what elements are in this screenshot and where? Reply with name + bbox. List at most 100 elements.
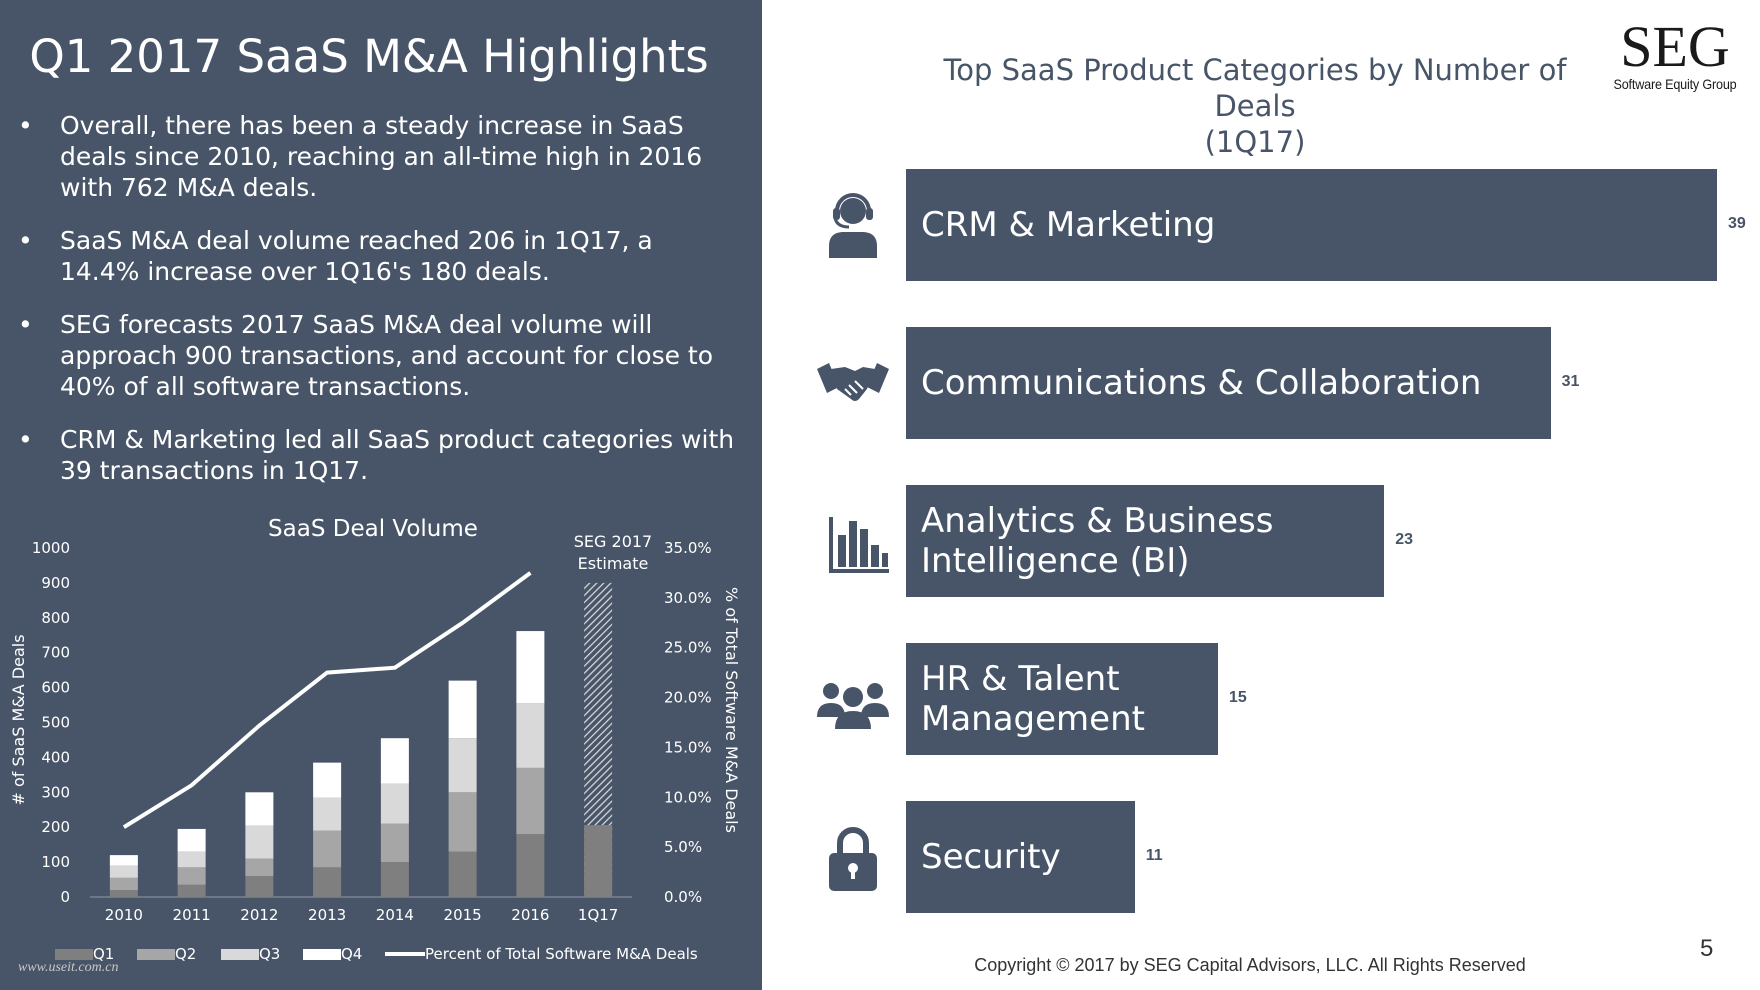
- bar-segment-q2: [313, 830, 342, 868]
- category-bar: Analytics & Business Intelligence (BI): [906, 485, 1385, 597]
- legend-swatch: [137, 949, 175, 960]
- bar-segment-q3: [516, 703, 545, 768]
- bullet-dot: •: [18, 111, 33, 140]
- category-label-line: Analytics & Business: [921, 501, 1274, 541]
- category-row-crm-marketing: CRM & Marketing 39: [0, 169, 1760, 281]
- y-tick-label: 400: [41, 748, 70, 766]
- category-row-hr-talent: HR & Talent Management 15: [0, 643, 1760, 755]
- people-group-icon: [817, 683, 889, 729]
- bullet-dot: •: [18, 310, 33, 339]
- highlight-bullet: • SEG forecasts 2017 SaaS M&A deal volume…: [18, 309, 738, 402]
- estimate-label-line2: Estimate: [578, 554, 649, 573]
- bar-segment-q1: [380, 862, 409, 897]
- watermark: www.useit.com.cn: [18, 960, 119, 975]
- y2-tick-label: 5.0%: [664, 838, 702, 856]
- y-tick-label: 200: [41, 818, 70, 836]
- highlights-list: • Overall, there has been a steady increa…: [18, 110, 738, 508]
- y-axis-title: # of SaaS M&A Deals: [9, 634, 28, 805]
- y2-tick-label: 15.0%: [664, 738, 712, 756]
- x-tick-label: 2012: [240, 906, 278, 924]
- bar-chart-icon: [829, 517, 889, 573]
- y-tick-label: 300: [41, 783, 70, 801]
- bar-segment-q1: [516, 834, 545, 897]
- x-tick-label: 2013: [308, 906, 346, 924]
- category-bar: HR & Talent Management: [906, 643, 1218, 755]
- bar-segment-q3: [109, 865, 138, 878]
- bar-segment-q1: [177, 884, 206, 897]
- bar-segment-q4: [245, 792, 274, 826]
- bar-segment-q4: [109, 855, 138, 866]
- y2-tick-label: 0.0%: [664, 888, 702, 906]
- bar-segment-q2: [448, 792, 477, 852]
- y2-tick-label: 25.0%: [664, 639, 712, 657]
- category-value: 39: [1728, 215, 1746, 232]
- bar-segment-q3: [448, 738, 477, 793]
- x-tick-label: 2016: [511, 906, 549, 924]
- categories-title-line1: Top SaaS Product Categories by Number of…: [943, 53, 1567, 123]
- copyright-notice: Copyright © 2017 by SEG Capital Advisors…: [974, 955, 1526, 975]
- legend-swatch: [303, 949, 341, 960]
- x-tick-label: 2014: [376, 906, 414, 924]
- y-tick-label: 100: [41, 853, 70, 871]
- category-bar: CRM & Marketing: [906, 169, 1717, 281]
- category-label-line: Intelligence (BI): [921, 541, 1190, 581]
- bar-segment-q3: [245, 825, 274, 859]
- chart-title: SaaS Deal Volume: [268, 516, 478, 542]
- y2-tick-label: 35.0%: [664, 539, 712, 557]
- page-number: 5: [1700, 935, 1714, 962]
- bar-segment-q4: [516, 631, 545, 704]
- padlock-icon: [829, 827, 877, 891]
- category-row-analytics-bi: Analytics & Business Intelligence (BI) 2…: [0, 485, 1760, 597]
- category-value: 31: [1561, 373, 1580, 390]
- highlight-text: CRM & Marketing led all SaaS product cat…: [60, 425, 735, 485]
- category-label-line: Security: [921, 837, 1061, 877]
- bar-segment-q4: [380, 738, 409, 784]
- legend-label: Q4: [341, 945, 362, 963]
- bullet-dot: •: [18, 226, 33, 255]
- highlight-text: Overall, there has been a steady increas…: [60, 111, 703, 202]
- y-tick-label: 1000: [32, 539, 70, 557]
- bar-segment-q1: [245, 876, 274, 897]
- legend-swatch: [55, 949, 93, 960]
- bar-segment-q1: [313, 867, 342, 897]
- legend-label: Q3: [259, 945, 280, 963]
- y2-axis-title: % of Total Software M&A Deals: [722, 587, 741, 833]
- left-panel: Q1 2017 SaaS M&A Highlights • Overall, th…: [0, 0, 762, 990]
- category-row-communications: Communications & Collaboration 31: [0, 327, 1760, 439]
- highlight-text: SaaS M&A deal volume reached 206 in 1Q17…: [60, 226, 653, 286]
- highlight-bullet: • SaaS M&A deal volume reached 206 in 1Q1…: [18, 225, 738, 287]
- bar-segment-q4: [313, 762, 342, 798]
- bar-segment-q1: [584, 825, 613, 897]
- bar-segment-q3: [380, 783, 409, 824]
- bar-segment-q1: [109, 890, 138, 897]
- handshake-icon: [817, 363, 889, 401]
- percent-line: [122, 571, 532, 829]
- bar-segment-q2: [516, 767, 545, 835]
- x-tick-label: 2010: [105, 906, 143, 924]
- bar-segment-q2: [109, 877, 138, 891]
- y-tick-label: 900: [41, 574, 70, 592]
- legend-label: Q1: [93, 945, 114, 963]
- bullet-dot: •: [18, 425, 33, 454]
- category-bar: Communications & Collaboration: [906, 327, 1551, 439]
- y2-tick-label: 30.0%: [664, 589, 712, 607]
- categories-title-line2: (1Q17): [1204, 125, 1306, 159]
- category-label-line: Communications & Collaboration: [921, 363, 1482, 403]
- y-tick-label: 600: [41, 679, 70, 697]
- bar-segment-q3: [177, 851, 206, 868]
- category-bar: Security: [906, 801, 1135, 913]
- highlight-text: SEG forecasts 2017 SaaS M&A deal volume …: [60, 310, 714, 401]
- y2-tick-label: 20.0%: [664, 689, 712, 707]
- bar-segment-q2: [177, 867, 206, 885]
- y2-tick-label: 10.0%: [664, 788, 712, 806]
- x-tick-label: 1Q17: [578, 906, 618, 924]
- legend-swatch: [221, 949, 259, 960]
- y-tick-label: 700: [41, 644, 70, 662]
- bar-segment-q4: [448, 680, 477, 739]
- legend-label: Q2: [175, 945, 196, 963]
- estimate-label-line1: SEG 2017: [574, 532, 652, 551]
- bar-segment-q2: [245, 858, 274, 877]
- category-value: 11: [1145, 847, 1163, 864]
- logo-subtext: Software Equity Group: [1613, 76, 1737, 92]
- y-tick-label: 500: [41, 714, 70, 732]
